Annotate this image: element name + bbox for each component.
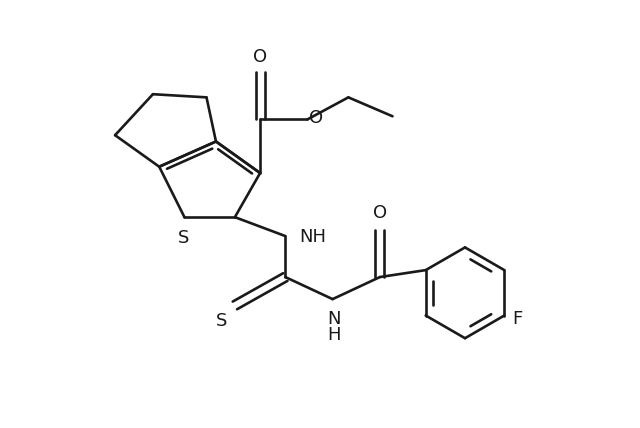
Text: O: O [373,204,387,222]
Text: F: F [512,310,522,328]
Text: O: O [308,109,323,127]
Text: N: N [327,310,340,328]
Text: H: H [327,326,340,344]
Text: O: O [253,48,267,66]
Text: S: S [177,229,189,247]
Text: NH: NH [299,228,326,247]
Text: S: S [216,312,227,330]
